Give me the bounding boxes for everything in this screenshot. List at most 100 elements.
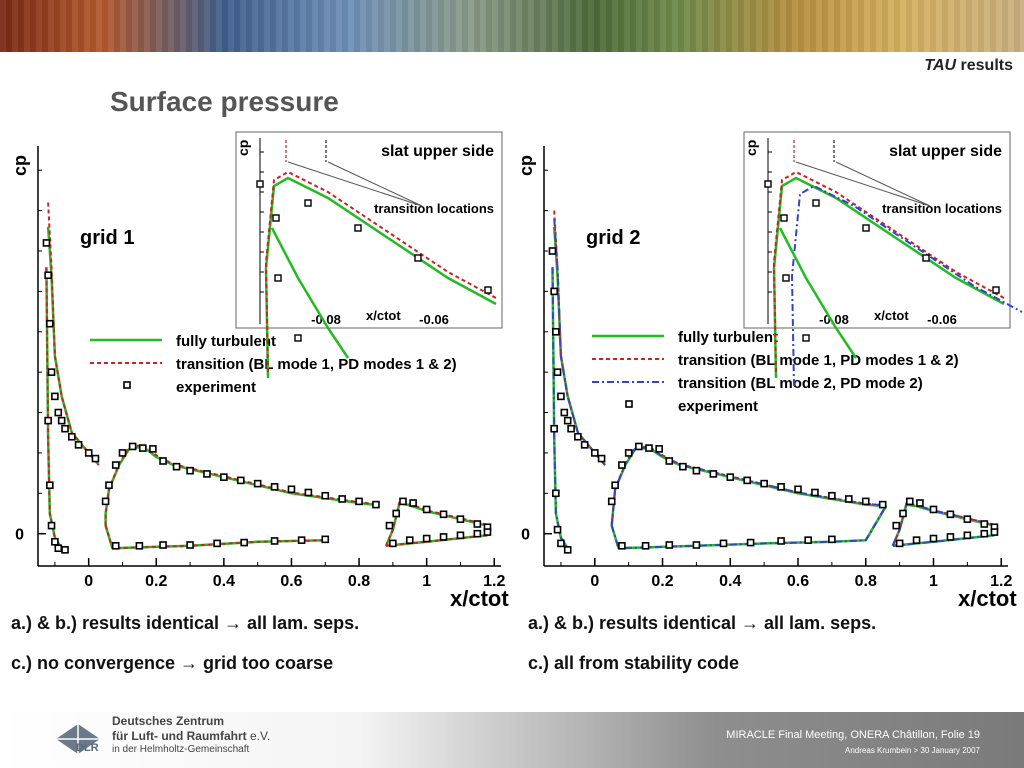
x-tick-label: 0.2	[651, 573, 673, 590]
grid-annotation: grid 1	[80, 227, 134, 249]
experiment-point	[270, 537, 279, 545]
experiment-point	[54, 544, 63, 553]
note-left-c: c.) no convergence → grid too coarse	[11, 653, 334, 673]
series-line-dashdot	[610, 446, 887, 526]
experiment-point	[304, 488, 313, 497]
experiment-point	[692, 541, 701, 549]
experiment-point	[916, 499, 924, 507]
inset-arrow	[835, 161, 931, 207]
experiment-point	[895, 539, 904, 548]
experiment-point	[422, 534, 431, 543]
experiment-point	[135, 542, 144, 550]
y-axis-label: cp	[10, 155, 30, 176]
experiment-point	[804, 536, 812, 544]
experiment-point	[679, 462, 687, 471]
experiment-point	[828, 491, 836, 500]
experiment-point	[552, 327, 560, 336]
experiment-point	[61, 424, 69, 433]
series-line-dashed	[386, 534, 488, 547]
org-line-3: in der Helmholtz-Gemeinschaft	[112, 744, 250, 755]
legend-label: experiment	[678, 398, 758, 415]
experiment-point	[46, 319, 54, 328]
legend-label: experiment	[176, 379, 256, 396]
experiment-point	[118, 449, 127, 457]
inset-experiment-point	[484, 286, 492, 294]
experiment-point	[618, 461, 626, 469]
experiment-point	[946, 533, 955, 541]
experiment-point	[567, 424, 575, 433]
inset-experiment-point	[272, 214, 280, 222]
experiment-point	[51, 537, 59, 546]
x-tick-label: 0.4	[213, 573, 235, 590]
experiment-point	[54, 408, 63, 417]
experiment-point	[665, 541, 674, 549]
experiment-point	[878, 500, 887, 509]
experiment-point	[557, 539, 565, 548]
experiment-point	[618, 542, 626, 550]
inset-line-dashed	[264, 170, 497, 373]
experiment-point	[240, 538, 248, 547]
experiment-point	[563, 416, 572, 425]
legend-label: transition (BL mode 1, PD modes 1 & 2)	[176, 356, 457, 373]
experiment-point	[580, 441, 589, 449]
experiment-point	[186, 466, 194, 475]
x-tick-label: 0	[84, 573, 93, 590]
series-line-dashed	[47, 202, 100, 466]
experiment-point	[392, 509, 401, 518]
experiment-point	[553, 525, 562, 534]
x-tick-label: 1	[422, 573, 431, 590]
experiment-point	[439, 510, 448, 519]
experiment-point	[321, 535, 330, 544]
x-tick-label: 0.2	[145, 573, 167, 590]
experiment-point	[563, 546, 572, 554]
experiment-point	[456, 515, 465, 523]
experiment-point	[111, 461, 120, 469]
experiment-point	[111, 542, 120, 550]
x-tick-label: 0	[590, 573, 599, 590]
legend-label: transition (BL mode 2, PD mode 2)	[678, 375, 923, 392]
experiment-point	[912, 536, 921, 544]
x-tick-label: 0.6	[787, 573, 809, 590]
experiment-point	[624, 449, 633, 457]
experiment-point	[574, 432, 582, 441]
experiment-point	[297, 536, 306, 544]
experiment-point	[389, 539, 397, 548]
x-tick-label: 0.4	[719, 573, 741, 590]
inset-experiment-point	[256, 180, 264, 188]
experiment-point	[172, 462, 181, 471]
experiment-point	[726, 473, 735, 481]
experiment-point	[399, 497, 407, 506]
experiment-point	[553, 368, 562, 376]
inset-lower-line	[778, 227, 858, 359]
experiment-point	[980, 529, 989, 538]
inset-experiment-point	[294, 334, 302, 342]
series-line-solid	[610, 446, 887, 526]
experiment-point	[149, 445, 157, 453]
inset-y-label: cp	[743, 140, 759, 156]
experiment-point	[905, 497, 914, 506]
experiment-point	[645, 444, 653, 452]
experiment-point	[220, 473, 228, 481]
experiment-point	[929, 534, 938, 543]
inset-experiment-point	[922, 254, 930, 262]
experiment-point	[635, 442, 643, 451]
legend-label: fully turbulent	[176, 333, 276, 350]
experiment-point	[607, 497, 616, 506]
experiment-point	[777, 537, 785, 545]
experiment-point	[760, 479, 768, 488]
experiment-point	[405, 536, 414, 544]
series-line-dashed	[385, 500, 488, 547]
inset-experiment-point	[764, 180, 772, 188]
experiment-point	[591, 449, 599, 457]
page-title: Surface pressure	[110, 86, 339, 117]
dlr-logo-icon	[56, 724, 100, 754]
experiment-point	[101, 497, 110, 506]
experiment-point	[845, 495, 853, 503]
meeting-info: MIRACLE Final Meeting, ONERA Châtillon, …	[726, 729, 980, 741]
experiment-point	[963, 531, 972, 540]
experiment-point	[550, 287, 558, 296]
note-right-c: c.) all from stability code	[528, 653, 740, 673]
experiment-point	[236, 476, 245, 485]
experiment-point	[338, 495, 346, 503]
experiment-point	[422, 505, 431, 514]
